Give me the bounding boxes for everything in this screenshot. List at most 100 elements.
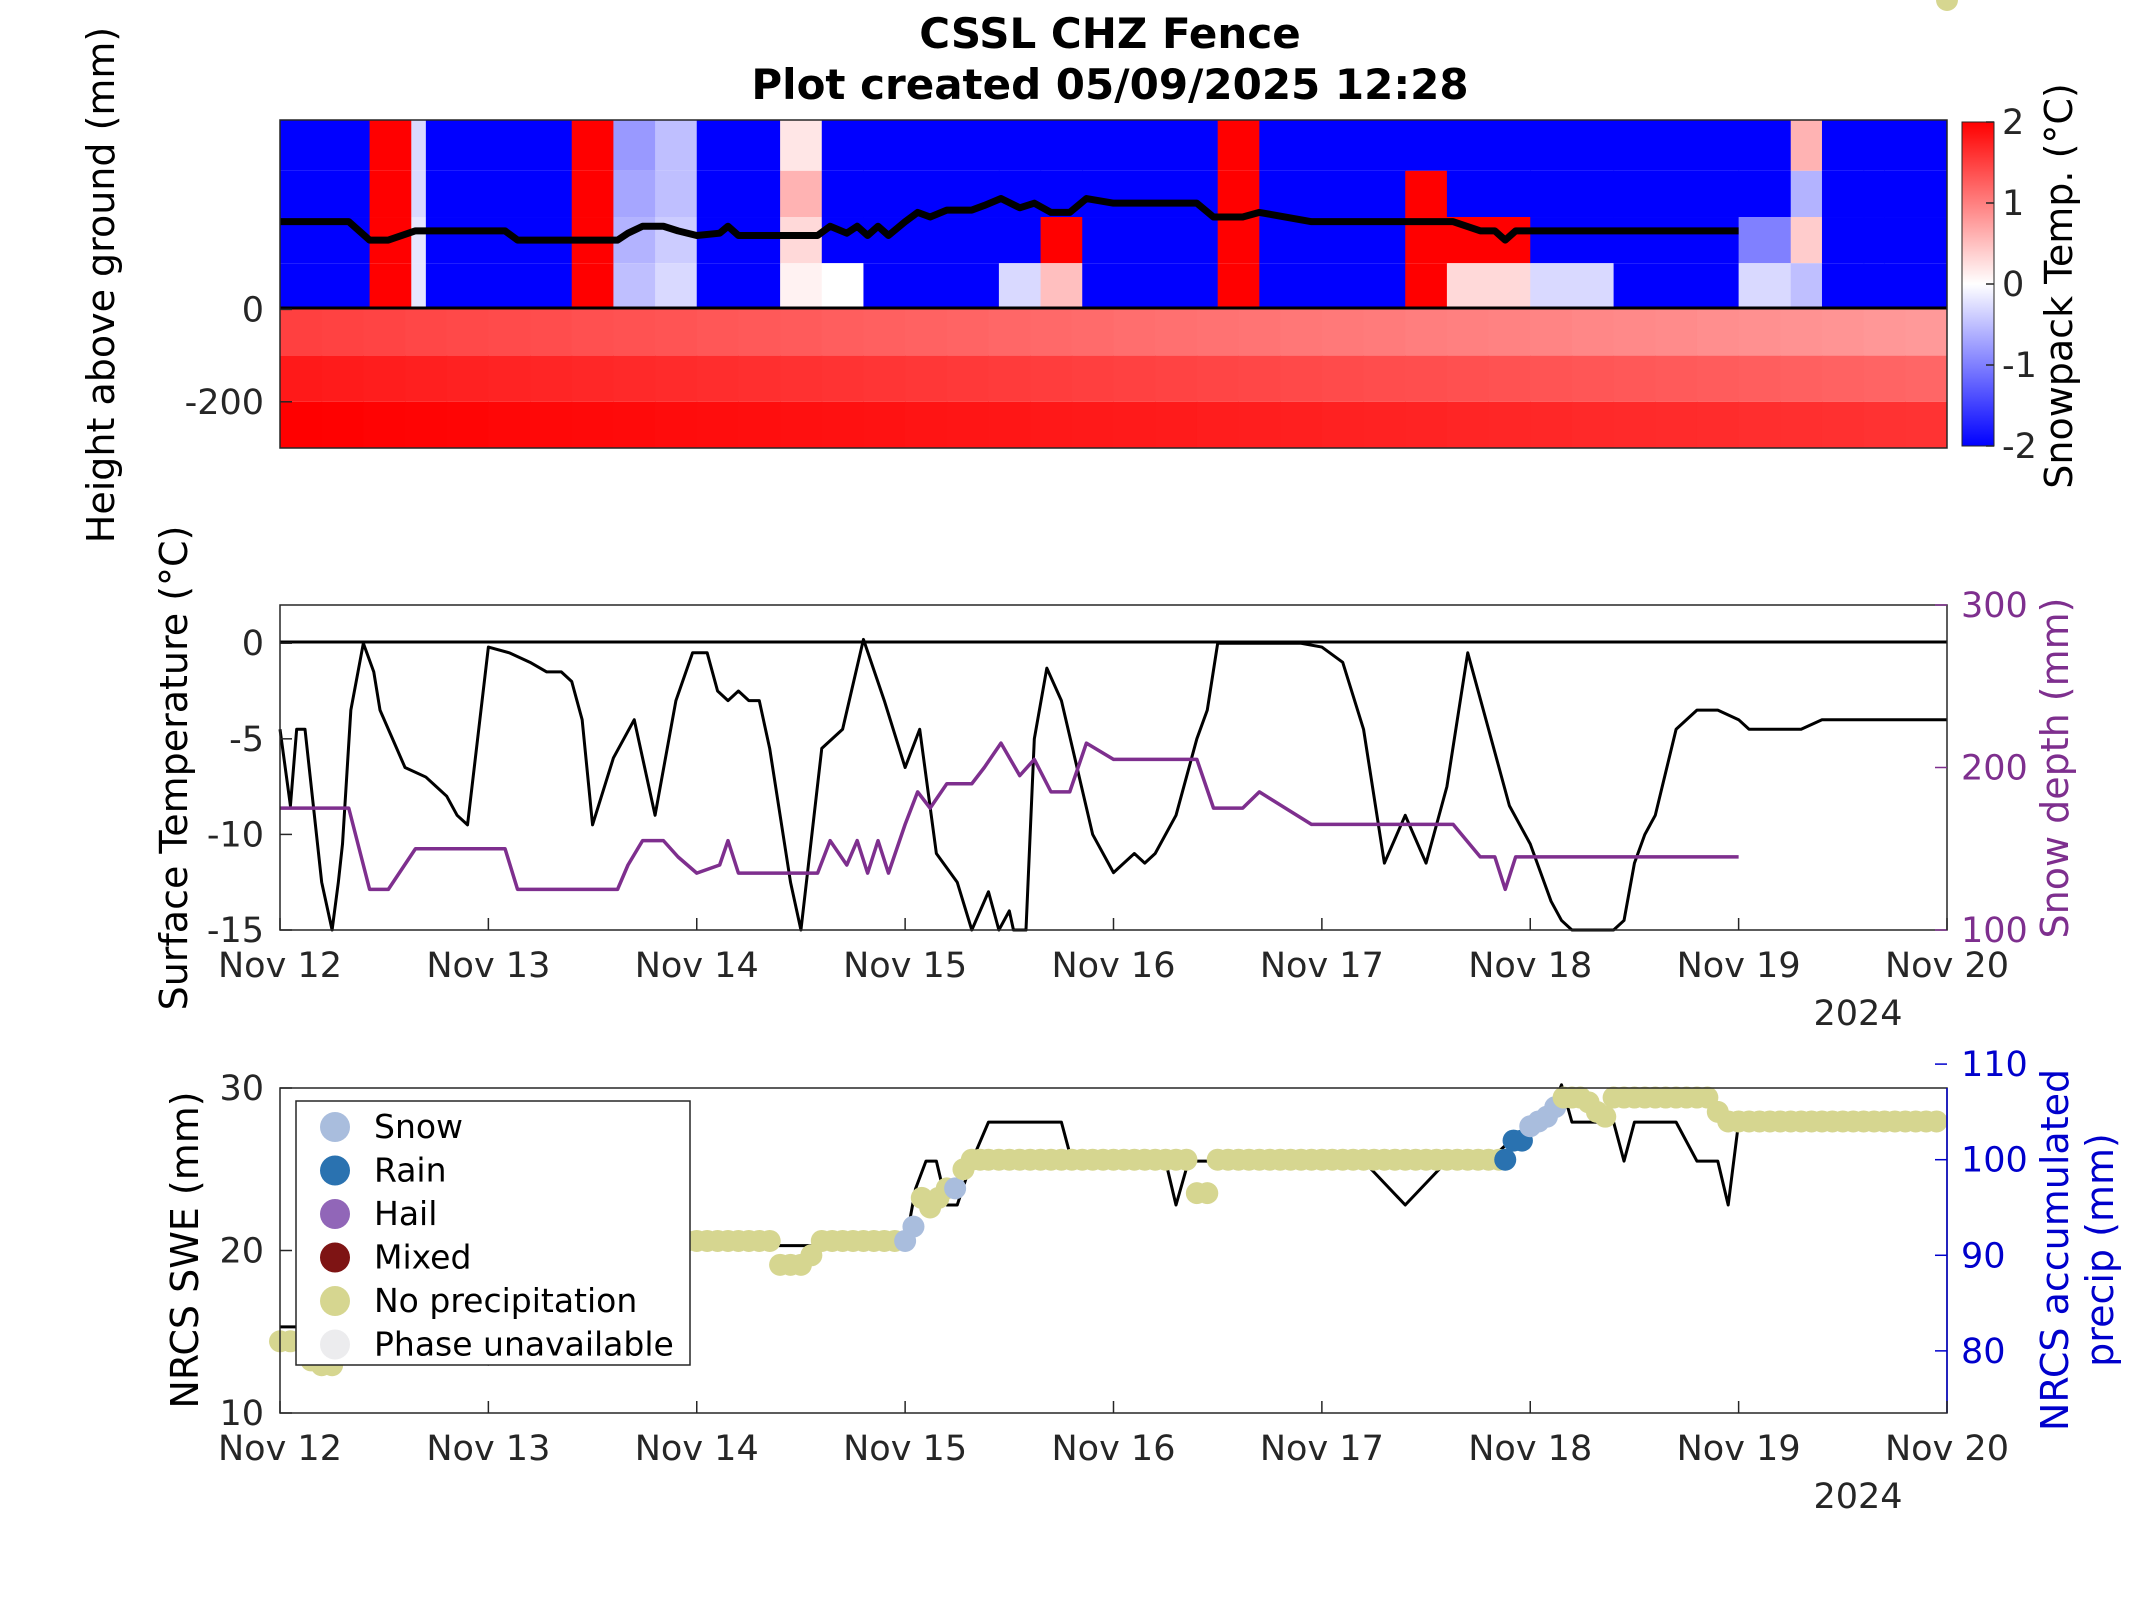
legend-marker-snow [320,1112,350,1142]
ground-cell-0-22 [1196,309,1240,356]
heatmap-cell-15-3 [1259,263,1406,310]
snow-depth-line [280,741,1739,892]
precip-x-tick-label: Nov 17 [1260,1429,1384,1469]
heatmap-cell-3-3 [425,263,573,310]
heatmap-cells [280,120,1948,448]
legend: Snow Rain Hail Mixed No precipitation Phase u… [295,1100,691,1366]
legend-marker-rain [320,1155,350,1186]
ground-cell-1-12 [780,355,823,402]
heatmap-cell-23-0 [1863,120,1885,171]
ground-cell-1-6 [530,355,573,402]
heatmap-cell-12-0 [1040,120,1083,171]
ground-cell-2-4 [446,401,489,448]
heatmap-cell-13-1 [1082,170,1219,218]
heatmap-cell-10-2 [863,217,1000,264]
ground-cell-2-17 [988,401,1031,448]
precip-x-tick-label: Nov 18 [1468,1429,1592,1469]
heatmap-cell-2-0 [411,120,427,171]
surface-x-tick-label: Nov 12 [218,946,342,986]
ground-cell-2-3 [405,401,448,448]
ground-cell-2-18 [1030,401,1073,448]
ground-cell-0-8 [613,309,656,356]
ground-cell-1-24 [1280,355,1323,402]
surface-ticks: 0 -5 -10 -15 300 200 100 Nov 12 Nov 13 Nov 14 Nov … [207,586,2028,986]
precip-tick-label: 80 [1961,1332,2006,1372]
ground-cell-1-39 [1905,355,1948,402]
heatmap-cell-10-0 [863,120,1000,171]
ground-cell-2-14 [863,401,906,448]
ground-cell-0-23 [1238,309,1281,356]
ground-cell-0-34 [1696,309,1740,356]
ground-cell-0-39 [1905,309,1948,356]
ground-cell-0-14 [863,309,906,356]
ground-cell-2-28 [1446,401,1490,448]
ground-cell-2-9 [655,401,698,448]
heatmap-cell-10-3 [863,263,1000,310]
heatmap-cell-11-0 [998,120,1042,171]
ground-cell-1-35 [1738,355,1781,402]
surface-x-tick-label: Nov 15 [843,946,967,986]
ground-cell-1-26 [1363,355,1406,402]
ground-cell-0-20 [1113,309,1156,356]
ground-cell-0-7 [571,309,614,356]
heatmap-cell-20-1 [1738,170,1792,218]
legend-label-no_precip: No precipitation [374,1281,637,1320]
ground-cell-0-15 [905,309,948,356]
heatmap-cell-16-3 [1405,263,1448,310]
precip-point [1925,1110,1948,1133]
ground-cell-0-1 [321,309,364,356]
ground-cell-1-22 [1196,355,1240,402]
heatmap-cell-22-2 [1821,217,1865,264]
precip-tick-label: 110 [1961,1045,2028,1085]
snow-depth-tick-label: 300 [1961,586,2028,626]
ground-cell-2-20 [1113,401,1156,448]
ground-cell-1-23 [1238,355,1281,402]
ground-cell-1-27 [1405,355,1448,402]
precip-year-label: 2024 [1813,1477,1902,1517]
ground-cell-0-27 [1405,309,1448,356]
heatmap-cell-23-2 [1863,217,1885,264]
precip-y-label-line1: NRCS accumulated [2033,1069,2077,1431]
ground-cell-2-0 [280,401,323,448]
heatmap-cell-18-1 [1530,170,1615,218]
ground-cell-1-9 [655,355,698,402]
heatmap-cell-17-1 [1446,170,1531,218]
heatmap-cell-2-1 [411,170,427,218]
ground-cell-2-13 [821,401,864,448]
colorbar-tick-label: -1 [2002,346,2037,386]
heatmap-cell-6-1 [655,170,698,218]
precip-point [758,1229,781,1252]
ground-cell-0-31 [1571,309,1615,356]
ground-cell-2-2 [363,401,406,448]
heatmap-cell-7-2 [696,217,781,264]
ground-cell-0-13 [821,309,864,356]
ground-cell-1-13 [821,355,864,402]
surface-temperature-line [278,637,1947,932]
heatmap-cell-2-2 [411,217,427,264]
heatmap-cell-6-0 [655,120,698,171]
ground-cell-0-32 [1613,309,1656,356]
ground-cell-0-16 [946,309,989,356]
ground-cell-2-30 [1530,401,1573,448]
colorbar-label: Snowpack Temp. (°C) [2037,83,2081,489]
ground-cell-1-31 [1571,355,1615,402]
ground-cell-1-3 [405,355,448,402]
ground-cell-2-5 [488,401,531,448]
heatmap-cell-9-1 [821,170,864,218]
ground-cell-1-25 [1321,355,1365,402]
precip-x-tick-label: Nov 13 [426,1429,550,1469]
heatmap-cell-3-0 [425,120,573,171]
heatmap-cell-7-1 [696,170,781,218]
heatmap-cell-9-0 [821,120,864,171]
heatmap-cell-24-1 [1884,170,1948,218]
heatmap-cell-7-0 [696,120,781,171]
ground-cell-2-26 [1363,401,1406,448]
heatmap-cell-15-1 [1259,170,1406,218]
surface-x-tick-label: Nov 16 [1052,946,1176,986]
heatmap-cell-4-0 [571,120,614,171]
snow-depth-y-label: Snow depth (mm) [2033,598,2077,939]
precip-tick-label: 90 [1961,1236,2006,1276]
precip-x-tick-label: Nov 15 [843,1429,967,1469]
precip-point [1936,0,1958,11]
